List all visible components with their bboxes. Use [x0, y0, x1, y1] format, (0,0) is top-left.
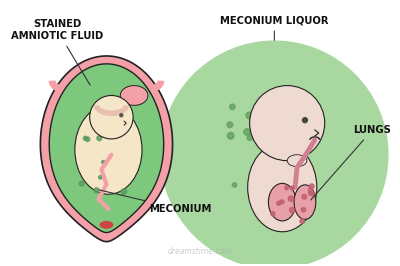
Text: dreamstime.com: dreamstime.com: [168, 247, 232, 256]
Text: STAINED
AMNIOTIC FLUID: STAINED AMNIOTIC FLUID: [11, 19, 103, 85]
Polygon shape: [40, 56, 172, 242]
Circle shape: [227, 132, 234, 139]
Circle shape: [244, 129, 250, 135]
Circle shape: [90, 95, 133, 139]
Circle shape: [85, 137, 90, 142]
Circle shape: [304, 194, 308, 199]
Circle shape: [230, 104, 235, 110]
Circle shape: [285, 186, 289, 190]
Circle shape: [106, 127, 109, 130]
Circle shape: [275, 174, 281, 180]
Text: MECONIUM: MECONIUM: [99, 190, 211, 214]
Circle shape: [271, 212, 275, 216]
Ellipse shape: [268, 183, 296, 221]
Circle shape: [288, 104, 294, 110]
Circle shape: [291, 105, 297, 111]
Circle shape: [116, 130, 120, 134]
Circle shape: [290, 207, 295, 213]
Circle shape: [227, 122, 233, 128]
Circle shape: [288, 196, 294, 201]
Circle shape: [97, 136, 102, 141]
Ellipse shape: [120, 86, 148, 105]
Circle shape: [308, 191, 313, 195]
Circle shape: [301, 207, 306, 212]
Circle shape: [277, 201, 281, 205]
Circle shape: [300, 122, 305, 127]
Circle shape: [308, 188, 313, 193]
Circle shape: [79, 181, 84, 186]
Circle shape: [161, 41, 388, 266]
Circle shape: [288, 121, 294, 127]
Circle shape: [309, 184, 314, 189]
Circle shape: [99, 176, 102, 179]
Circle shape: [296, 98, 302, 104]
Ellipse shape: [287, 155, 307, 167]
Circle shape: [260, 113, 264, 117]
Circle shape: [310, 192, 315, 196]
Ellipse shape: [248, 143, 317, 232]
Circle shape: [102, 160, 105, 164]
Circle shape: [285, 102, 289, 106]
Circle shape: [121, 189, 126, 194]
Circle shape: [290, 186, 294, 190]
Circle shape: [300, 219, 304, 223]
Ellipse shape: [75, 105, 142, 194]
Circle shape: [247, 135, 252, 140]
Circle shape: [246, 112, 253, 119]
Circle shape: [232, 183, 237, 187]
Circle shape: [281, 121, 286, 127]
Circle shape: [253, 125, 258, 131]
Circle shape: [302, 194, 307, 199]
Ellipse shape: [294, 185, 316, 219]
Circle shape: [282, 123, 286, 128]
Circle shape: [271, 105, 277, 111]
Circle shape: [106, 126, 109, 129]
Text: MECONIUM LIQUOR: MECONIUM LIQUOR: [220, 15, 328, 40]
Circle shape: [250, 86, 325, 161]
Circle shape: [302, 118, 308, 123]
Circle shape: [280, 200, 284, 204]
Circle shape: [267, 144, 274, 151]
Circle shape: [120, 114, 123, 117]
Polygon shape: [49, 64, 164, 232]
Circle shape: [84, 136, 88, 140]
Ellipse shape: [100, 221, 113, 229]
Circle shape: [272, 112, 275, 116]
Text: LUNGS: LUNGS: [311, 125, 391, 200]
Ellipse shape: [96, 214, 117, 228]
Circle shape: [110, 114, 115, 120]
Circle shape: [94, 188, 99, 193]
